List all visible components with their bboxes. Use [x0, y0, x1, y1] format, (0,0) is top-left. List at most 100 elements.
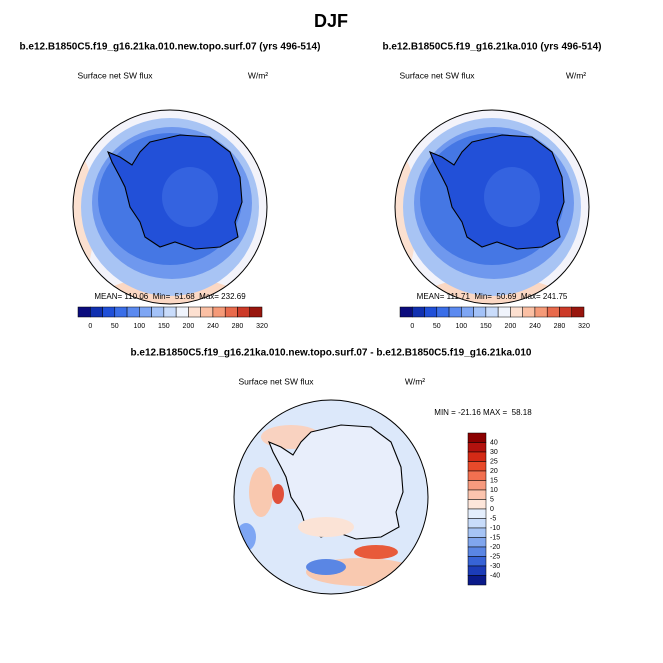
colorbar-box — [467, 480, 487, 491]
colorbar-box — [448, 306, 462, 318]
colorbar-label: 320 — [256, 323, 268, 330]
colorbar-box — [559, 306, 572, 318]
colorbar-label: 40 — [490, 439, 498, 446]
colorbar-box — [467, 546, 487, 557]
colorbar-box — [497, 306, 511, 318]
colorbar-label: 0 — [490, 506, 494, 513]
colorbar-box — [467, 508, 487, 519]
colorbar-label: 200 — [183, 323, 195, 330]
colorbar-label: 15 — [490, 477, 498, 484]
colorbar-label: 50 — [111, 323, 119, 330]
colorbar-box — [412, 306, 425, 318]
map — [66, 110, 267, 321]
stats: MIN = -21.16 MAX = 58.18 — [434, 408, 532, 417]
colorbar-box — [571, 306, 585, 318]
colorbar-label: -30 — [490, 563, 500, 570]
colorbar-label: 240 — [529, 323, 541, 330]
variable: Surface net SW flux — [77, 70, 153, 80]
panel-title: b.e12.B1850C5.f19_g16.21ka.010.new.topo.… — [131, 348, 532, 359]
colorbar-label: -40 — [490, 572, 500, 579]
colorbar-box — [114, 306, 128, 318]
panel-title: b.e12.B1850C5.f19_g16.21ka.010.new.topo.… — [20, 42, 321, 53]
colorbar-box — [212, 306, 226, 318]
colorbar-box — [467, 470, 487, 481]
colorbar-label: 0 — [410, 323, 414, 330]
colorbar-box — [467, 575, 487, 586]
figure-title: DJF — [314, 11, 348, 31]
colorbar-label: 30 — [490, 449, 498, 456]
panel: b.e12.B1850C5.f19_g16.21ka.010 (yrs 496-… — [382, 42, 602, 321]
colorbar-label: 200 — [505, 323, 517, 330]
map-border — [394, 109, 590, 305]
colorbar-box — [126, 306, 140, 318]
stats: MEAN= 111.71 Min= 50.69 Max= 241.75 — [417, 292, 568, 301]
units: W/m² — [248, 70, 268, 80]
colorbar-box — [436, 306, 450, 318]
colorbar-box — [461, 306, 474, 318]
colorbar-box — [467, 565, 487, 576]
units: W/m² — [405, 376, 425, 386]
colorbar-box — [175, 306, 189, 318]
colorbar-label: 150 — [480, 323, 492, 330]
colorbar-box — [473, 306, 487, 318]
panel-title: b.e12.B1850C5.f19_g16.21ka.010 (yrs 496-… — [382, 42, 601, 53]
colorbar-label: -25 — [490, 553, 500, 560]
colorbar-box — [467, 537, 487, 548]
colorbar-label: 25 — [490, 458, 498, 465]
variable: Surface net SW flux — [238, 376, 314, 386]
colorbar-label: 280 — [554, 323, 566, 330]
stats: MEAN= 110.06 Min= 51.68 Max= 232.69 — [94, 292, 246, 301]
colorbar-label: -5 — [490, 515, 496, 522]
colorbar-label: -15 — [490, 534, 500, 541]
colorbar-box — [237, 306, 250, 318]
colorbar-box — [510, 306, 523, 318]
colorbar-box — [151, 306, 165, 318]
colorbar-box — [163, 306, 177, 318]
colorbar-label: -20 — [490, 544, 500, 551]
colorbar-box — [139, 306, 152, 318]
colorbar-box — [467, 489, 487, 500]
colorbar-box — [188, 306, 201, 318]
colorbar-label: 50 — [433, 323, 441, 330]
colorbar-label: 100 — [455, 323, 467, 330]
colorbar-label: 0 — [88, 323, 92, 330]
colorbar-label: 320 — [578, 323, 590, 330]
colorbar-box — [467, 556, 487, 567]
colorbar-box — [424, 306, 438, 318]
colorbar-label: 5 — [490, 496, 494, 503]
colorbar-box — [546, 306, 560, 318]
colorbar-label: -10 — [490, 525, 500, 532]
colorbar-label: 150 — [158, 323, 170, 330]
colorbar-box — [467, 461, 487, 472]
colorbar-box — [467, 527, 487, 538]
units: W/m² — [566, 70, 586, 80]
colorbar-label: 240 — [207, 323, 219, 330]
colorbar-box — [467, 442, 487, 453]
colorbar-box — [200, 306, 214, 318]
colorbar-box — [534, 306, 548, 318]
colorbar-box — [522, 306, 536, 318]
map — [234, 400, 428, 594]
colorbar-box — [77, 306, 91, 318]
colorbar-box — [467, 451, 487, 462]
map — [388, 110, 589, 321]
colorbar-box — [249, 306, 263, 318]
map-border — [233, 399, 429, 595]
colorbar-box — [485, 306, 499, 318]
map-border — [72, 109, 268, 305]
colorbar-box — [90, 306, 103, 318]
colorbar-label: 20 — [490, 468, 498, 475]
colorbar-box — [467, 499, 487, 510]
colorbar-box — [399, 306, 413, 318]
colorbar-label: 280 — [232, 323, 244, 330]
variable: Surface net SW flux — [399, 70, 475, 80]
colorbar-label: 100 — [133, 323, 145, 330]
colorbar-box — [467, 518, 487, 529]
colorbar-box — [467, 432, 487, 443]
panel: b.e12.B1850C5.f19_g16.21ka.010.new.topo.… — [20, 42, 321, 321]
colorbar-box — [102, 306, 116, 318]
colorbar-label: 10 — [490, 487, 498, 494]
colorbar-box — [224, 306, 238, 318]
panel: b.e12.B1850C5.f19_g16.21ka.010.new.topo.… — [131, 348, 532, 595]
